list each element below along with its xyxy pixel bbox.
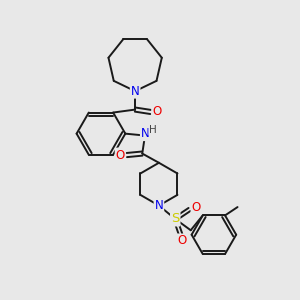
Text: O: O [178, 235, 187, 248]
Text: O: O [116, 148, 125, 162]
Text: O: O [152, 106, 161, 118]
Text: S: S [171, 212, 179, 226]
Text: N: N [154, 199, 163, 212]
Text: O: O [191, 201, 201, 214]
Text: N: N [141, 127, 150, 140]
Text: N: N [131, 85, 140, 98]
Text: H: H [149, 125, 157, 135]
